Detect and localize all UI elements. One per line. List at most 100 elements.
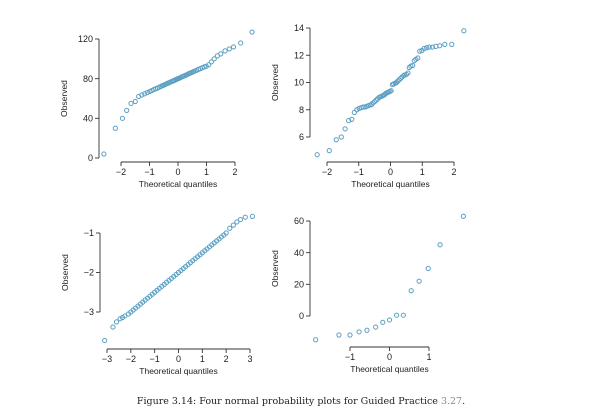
y-axis-title: Observed xyxy=(59,80,69,117)
data-point xyxy=(226,46,232,52)
data-point xyxy=(410,62,416,69)
data-point xyxy=(394,312,400,318)
data-point xyxy=(342,126,348,132)
data-point xyxy=(360,104,366,110)
data-point xyxy=(437,242,443,248)
data-point xyxy=(113,319,120,325)
data-point xyxy=(426,44,432,50)
x-tick-label: −3 xyxy=(102,354,112,364)
x-tick-label: 0 xyxy=(387,352,392,362)
data-point xyxy=(230,44,237,50)
x-tick-label: −1 xyxy=(144,167,154,177)
y-axis-title: Observed xyxy=(60,254,70,291)
data-point xyxy=(373,97,379,103)
x-tick-label: 1 xyxy=(426,352,431,362)
x-tick-label: −1 xyxy=(150,354,160,364)
data-point xyxy=(405,70,411,76)
x-tick-label: 3 xyxy=(247,354,252,364)
data-point xyxy=(314,152,320,158)
data-point xyxy=(364,327,370,333)
y-tick-label: 40 xyxy=(83,114,93,124)
qq-plot-panel-4: 0 20 40 60 −1 0 1 Theoretical quantiles Observed xyxy=(270,213,466,374)
data-point xyxy=(110,324,116,330)
data-point xyxy=(398,75,404,82)
data-point xyxy=(356,329,362,335)
data-point xyxy=(249,29,255,35)
data-point xyxy=(333,137,339,143)
x-tick-label: 0 xyxy=(388,167,393,177)
data-point xyxy=(222,48,228,54)
data-point xyxy=(349,116,355,122)
y-tick-label: −1 xyxy=(84,228,94,238)
data-point xyxy=(102,337,108,344)
y-tick-label: 80 xyxy=(83,74,93,84)
x-tick-label: 1 xyxy=(204,167,209,177)
data-point xyxy=(460,213,466,219)
data-point xyxy=(249,213,255,220)
data-point xyxy=(429,44,436,50)
y-axis-title: Observed xyxy=(270,64,280,101)
x-tick-label: −2 xyxy=(126,354,136,364)
data-point xyxy=(203,63,209,69)
data-point xyxy=(211,56,217,62)
x-tick-label: 1 xyxy=(420,167,425,177)
x-axis-title: Theoretical quantiles xyxy=(350,364,428,374)
data-point xyxy=(112,125,118,131)
data-point xyxy=(380,319,386,325)
data-point xyxy=(124,107,130,114)
data-point xyxy=(336,332,342,338)
caption-end: . xyxy=(462,396,466,407)
caption-text: Figure 3.14: Four normal probability plo… xyxy=(136,396,441,407)
x-axis-title: Theoretical quantiles xyxy=(351,179,429,189)
data-point xyxy=(206,62,212,68)
qq-plot-panel-1: 0 40 80 120 −2 −1 0 1 2 Theoretical quantiles Obse… xyxy=(59,29,255,189)
y-tick-label: 20 xyxy=(294,280,304,290)
x-axis-title: Theoretical quantiles xyxy=(139,179,217,189)
figure-caption: Figure 3.14: Four normal probability plo… xyxy=(0,396,602,407)
data-point xyxy=(408,288,414,294)
data-point xyxy=(338,134,344,140)
data-point xyxy=(421,45,427,52)
data-point xyxy=(395,78,401,84)
qq-plot-panel-3: −3 −2 −1 −3 −2 −1 0 1 2 3 Theoretical quantiles Obs… xyxy=(60,213,255,376)
data-point xyxy=(388,88,394,94)
x-tick-label: −1 xyxy=(345,352,355,362)
x-tick-label: 2 xyxy=(451,167,456,177)
y-tick-label: −2 xyxy=(84,268,94,278)
y-tick-label: 8 xyxy=(299,105,304,115)
data-point xyxy=(242,214,248,220)
data-point xyxy=(128,100,134,107)
data-point xyxy=(119,115,126,121)
y-tick-label: 40 xyxy=(294,248,304,258)
data-point xyxy=(351,109,357,116)
data-point xyxy=(461,28,467,34)
data-point xyxy=(139,92,145,98)
data-point xyxy=(449,41,455,47)
y-tick-label: 60 xyxy=(294,216,304,226)
data-point xyxy=(442,41,448,47)
data-point xyxy=(101,151,107,157)
caption-reference-link[interactable]: 3.27 xyxy=(440,396,463,407)
x-tick-label: −2 xyxy=(322,167,332,177)
x-tick-label: 0 xyxy=(176,354,181,364)
data-point xyxy=(373,324,379,330)
data-point xyxy=(230,222,236,228)
data-point xyxy=(437,43,443,49)
data-point xyxy=(208,59,214,65)
data-point xyxy=(393,79,400,86)
x-tick-label: 0 xyxy=(175,167,180,177)
x-axis-title: Theoretical quantiles xyxy=(139,366,217,376)
y-tick-label: 12 xyxy=(294,50,304,60)
data-point xyxy=(238,40,244,46)
data-point xyxy=(416,278,422,284)
data-point xyxy=(369,101,375,107)
y-axis-title: Observed xyxy=(270,250,280,287)
data-point xyxy=(132,98,138,105)
data-point xyxy=(347,332,353,338)
x-tick-label: −1 xyxy=(354,167,364,177)
data-point xyxy=(227,225,233,231)
y-tick-label: 6 xyxy=(299,132,304,142)
data-point xyxy=(424,45,430,51)
